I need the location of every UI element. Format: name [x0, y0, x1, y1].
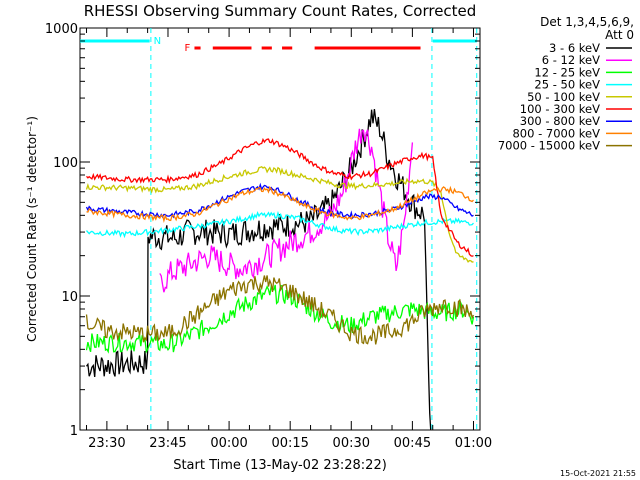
series-line-4	[85, 166, 474, 263]
series-line-5	[86, 137, 474, 257]
legend-label: 800 - 7000 keV	[512, 126, 600, 140]
x-tick-label: 00:00	[210, 436, 247, 451]
legend-label: 7000 - 15000 keV	[498, 139, 600, 153]
legend-header-2: Att 0	[605, 28, 634, 42]
legend-label: 6 - 12 keV	[542, 53, 600, 67]
y-tick-label: 1000	[45, 22, 78, 37]
y-axis-label: Corrected Count Rate (s⁻¹ detector⁻¹)	[25, 116, 39, 342]
series-line-1	[159, 128, 414, 293]
flag-label-n: N	[154, 36, 161, 47]
legend-label: 25 - 50 keV	[534, 78, 600, 92]
legend-label: 3 - 6 keV	[549, 41, 600, 55]
status-flags: NF	[80, 28, 478, 430]
y-tick-label: 1	[70, 424, 78, 439]
x-tick-label: 01:00	[455, 436, 492, 451]
series-line-3	[86, 210, 474, 239]
x-tick-label: 00:45	[394, 436, 431, 451]
footer-timestamp: 15-Oct-2021 21:55	[560, 469, 636, 478]
plot-frame	[79, 27, 481, 431]
series-line-6	[85, 182, 474, 220]
y-tick-label: 100	[53, 156, 78, 171]
series-line-0	[85, 109, 432, 431]
legend-label: 12 - 25 keV	[534, 65, 600, 79]
x-axis-label: Start Time (13-May-02 23:28:22)	[173, 458, 387, 473]
legend-label: 50 - 100 keV	[527, 90, 600, 104]
series-line-7	[86, 185, 474, 223]
chart-title: RHESSI Observing Summary Count Rates, Co…	[84, 2, 477, 20]
flag-label-f: F	[184, 43, 190, 54]
x-tick-label: 23:45	[149, 436, 186, 451]
series-line-8	[85, 275, 475, 345]
series-layer	[85, 109, 475, 431]
legend-header-1: Det 1,3,4,5,6,9,	[540, 15, 634, 29]
legend-label: 300 - 800 keV	[520, 114, 600, 128]
axes-layer: 1 10 100 1000 23:30 23:45 00:00 00:15 00:30 00:45…	[45, 22, 492, 451]
legend-label: 100 - 300 keV	[520, 102, 600, 116]
x-tick-label: 00:30	[333, 436, 370, 451]
x-tick-label: 00:15	[271, 436, 308, 451]
y-tick-label: 10	[61, 290, 78, 305]
x-tick-label: 23:30	[88, 436, 125, 451]
